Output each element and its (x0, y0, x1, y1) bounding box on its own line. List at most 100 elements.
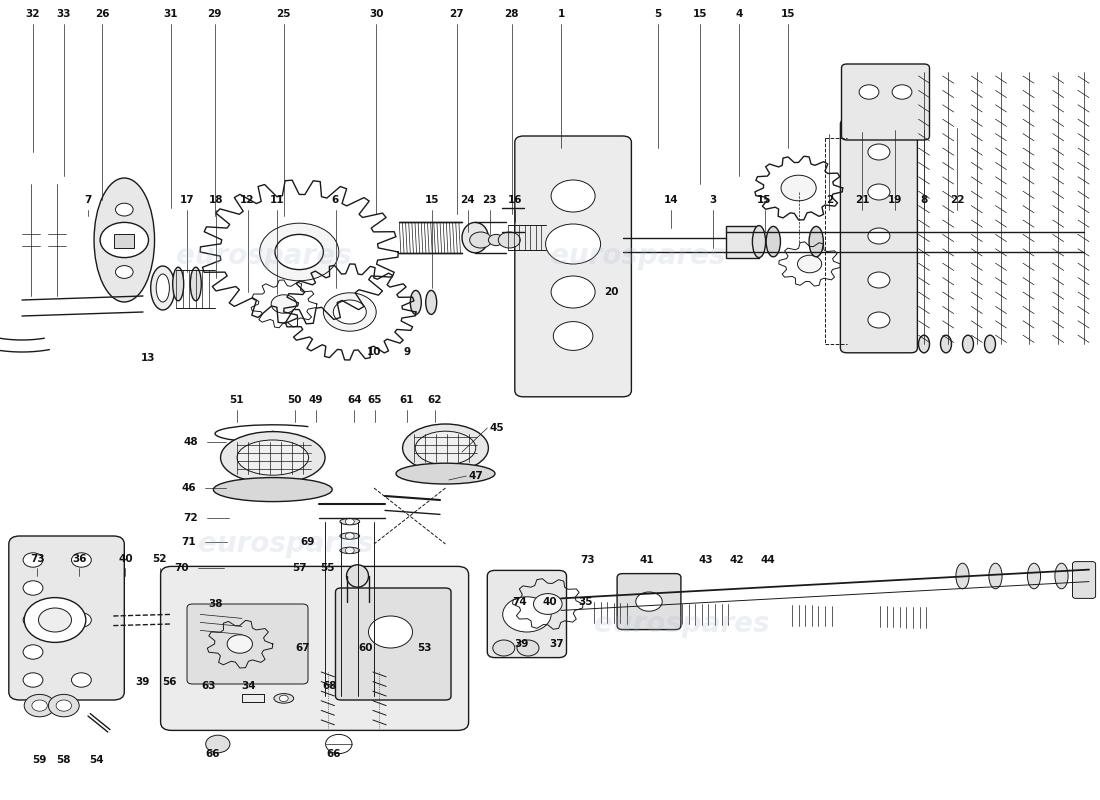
Circle shape (868, 228, 890, 244)
Ellipse shape (220, 431, 326, 483)
Bar (726, 226, 759, 258)
Ellipse shape (151, 266, 175, 310)
Text: 14: 14 (663, 195, 679, 205)
Circle shape (636, 592, 662, 611)
Text: 38: 38 (208, 599, 223, 609)
Circle shape (868, 184, 890, 200)
Text: 67: 67 (295, 643, 310, 653)
FancyBboxPatch shape (515, 136, 631, 397)
Circle shape (275, 234, 323, 270)
Ellipse shape (962, 335, 974, 353)
Text: 19: 19 (888, 195, 903, 205)
Circle shape (24, 694, 55, 717)
FancyBboxPatch shape (187, 604, 308, 684)
Text: 4: 4 (736, 10, 743, 19)
FancyBboxPatch shape (842, 64, 930, 140)
Ellipse shape (989, 563, 1002, 589)
Text: 56: 56 (162, 677, 177, 686)
Circle shape (260, 223, 339, 281)
Text: 29: 29 (207, 10, 222, 19)
Circle shape (116, 266, 133, 278)
Circle shape (546, 224, 601, 264)
Text: 32: 32 (25, 10, 41, 19)
Circle shape (345, 547, 354, 554)
Circle shape (345, 518, 354, 525)
Text: 69: 69 (300, 538, 316, 547)
Text: 21: 21 (855, 195, 870, 205)
Text: 51: 51 (229, 395, 244, 405)
Ellipse shape (156, 274, 169, 302)
Text: 65: 65 (367, 395, 383, 405)
Circle shape (116, 203, 133, 216)
Circle shape (270, 431, 276, 436)
Text: 24: 24 (460, 195, 475, 205)
FancyBboxPatch shape (617, 574, 681, 630)
Circle shape (56, 700, 72, 711)
Text: 64: 64 (346, 395, 362, 405)
Circle shape (23, 581, 43, 595)
Text: 15: 15 (780, 10, 795, 19)
Bar (114, 234, 134, 248)
Text: 47: 47 (469, 471, 483, 481)
Text: 43: 43 (698, 555, 714, 565)
Circle shape (368, 616, 412, 648)
Circle shape (798, 255, 822, 273)
Circle shape (24, 598, 86, 642)
Circle shape (39, 608, 72, 632)
Ellipse shape (940, 335, 952, 353)
Circle shape (72, 553, 91, 567)
Circle shape (23, 673, 43, 687)
Ellipse shape (340, 518, 360, 525)
Circle shape (781, 175, 816, 201)
Text: 16: 16 (507, 195, 522, 205)
Text: 45: 45 (490, 423, 504, 433)
Text: 1: 1 (558, 10, 564, 19)
Text: 33: 33 (56, 10, 72, 19)
Text: 28: 28 (504, 10, 519, 19)
Ellipse shape (810, 226, 823, 257)
Text: 42: 42 (729, 555, 745, 565)
FancyBboxPatch shape (161, 566, 469, 730)
Text: 72: 72 (184, 514, 198, 523)
Circle shape (488, 234, 504, 246)
Text: 63: 63 (201, 682, 217, 691)
Ellipse shape (1055, 563, 1068, 589)
Text: 40: 40 (118, 554, 133, 564)
Text: 31: 31 (163, 10, 178, 19)
Circle shape (553, 322, 593, 350)
Ellipse shape (340, 547, 360, 554)
Ellipse shape (173, 267, 184, 301)
Text: 49: 49 (308, 395, 323, 405)
Text: 6: 6 (332, 195, 339, 205)
Text: 20: 20 (604, 287, 619, 297)
Text: 13: 13 (141, 354, 156, 363)
Circle shape (345, 533, 354, 539)
Text: eurospares: eurospares (198, 530, 374, 558)
Circle shape (72, 673, 91, 687)
Text: 66: 66 (326, 749, 341, 758)
Ellipse shape (346, 565, 368, 587)
Circle shape (206, 735, 230, 753)
Ellipse shape (918, 335, 930, 353)
Circle shape (333, 300, 366, 324)
Text: 53: 53 (417, 643, 432, 653)
Text: 61: 61 (399, 395, 415, 405)
Text: 26: 26 (95, 10, 110, 19)
Text: 39: 39 (514, 639, 529, 649)
Ellipse shape (462, 222, 488, 253)
Circle shape (534, 594, 562, 614)
FancyBboxPatch shape (9, 536, 124, 700)
Circle shape (272, 294, 296, 313)
Circle shape (32, 700, 47, 711)
Text: 71: 71 (182, 538, 196, 547)
Text: 37: 37 (549, 639, 564, 649)
Text: 46: 46 (182, 483, 196, 493)
Text: 9: 9 (404, 347, 410, 357)
Ellipse shape (213, 478, 332, 502)
Ellipse shape (410, 290, 421, 314)
Circle shape (72, 613, 91, 627)
Text: 66: 66 (205, 749, 220, 758)
Text: 36: 36 (72, 554, 87, 564)
FancyBboxPatch shape (487, 570, 566, 658)
Text: 39: 39 (135, 677, 151, 686)
